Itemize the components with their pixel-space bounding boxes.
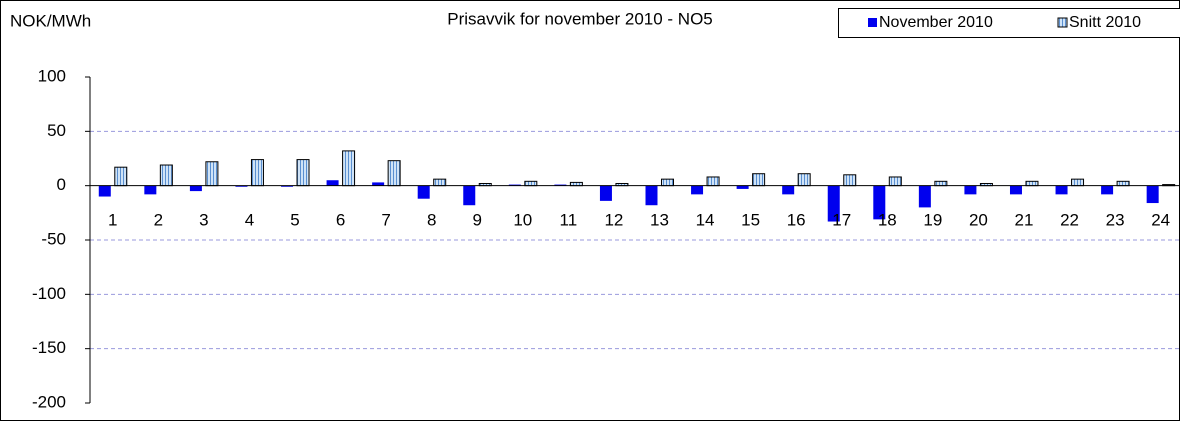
x-tick-label: 3 (199, 210, 208, 229)
bar (1055, 185, 1068, 195)
bar (873, 185, 886, 220)
x-tick-label: 9 (473, 210, 482, 229)
bar (326, 180, 339, 186)
x-tick-label: 5 (290, 210, 299, 229)
bar (98, 185, 111, 197)
bar (205, 161, 219, 187)
bar (417, 185, 430, 199)
x-tick-label: 6 (336, 210, 345, 229)
bar (524, 180, 538, 187)
y-tick-label: -100 (32, 284, 66, 303)
x-tick-label: 21 (1015, 210, 1034, 229)
y-tick-label: -200 (32, 392, 66, 411)
bar (661, 178, 674, 187)
x-tick-label: 20 (969, 210, 988, 229)
bar (964, 185, 977, 195)
x-tick-label: 15 (741, 210, 760, 229)
x-tick-label: 2 (154, 210, 163, 229)
y-tick-label: 50 (47, 121, 66, 140)
bar (1071, 178, 1085, 187)
legend-label: November 2010 (879, 14, 993, 31)
bar (114, 166, 128, 187)
y-tick-label: 0 (57, 175, 66, 194)
bar (827, 185, 840, 222)
bar (554, 184, 567, 186)
bar (797, 173, 811, 187)
bar (645, 185, 658, 206)
bar (372, 182, 385, 186)
x-tick-label: 12 (604, 210, 623, 229)
y-tick-label: -150 (32, 338, 66, 357)
x-tick-label: 19 (923, 210, 942, 229)
chart-title: Prisavvik for november 2010 - NO5 (447, 9, 713, 28)
x-tick-label: 14 (696, 210, 715, 229)
y-tick-label: -50 (41, 229, 66, 248)
x-tick-label: 24 (1151, 210, 1170, 229)
bar (1146, 185, 1159, 204)
y-axis-label: NOK/MWh (10, 11, 91, 30)
x-tick-label: 7 (381, 210, 390, 229)
x-tick-label: 8 (427, 210, 436, 229)
bar (250, 159, 264, 187)
bar (736, 185, 749, 189)
x-tick-label: 13 (650, 210, 669, 229)
x-tick-label: 1 (108, 210, 117, 229)
bar (159, 164, 173, 187)
bar (934, 180, 948, 187)
bar (342, 150, 356, 187)
bar (843, 174, 857, 187)
bar (1116, 180, 1130, 187)
bar (782, 185, 795, 195)
legend-swatch (1057, 17, 1068, 28)
x-tick-label: 23 (1106, 210, 1125, 229)
bar (189, 185, 202, 192)
x-tick-label: 4 (245, 210, 254, 229)
bar (1025, 180, 1039, 187)
legend-label: Snitt 2010 (1069, 14, 1141, 31)
bar (691, 185, 704, 195)
bar (706, 176, 720, 187)
bar (918, 185, 931, 208)
bar (888, 176, 902, 187)
bar (599, 185, 612, 201)
x-tick-label: 11 (560, 210, 578, 229)
x-tick-label: 17 (832, 210, 851, 229)
x-tick-label: 18 (878, 210, 897, 229)
x-tick-label: 10 (513, 210, 532, 229)
bar (463, 185, 476, 206)
bar (752, 173, 766, 187)
bar (144, 185, 157, 195)
bar (1101, 185, 1114, 195)
bar (235, 185, 248, 187)
bar (387, 160, 401, 187)
legend-swatch (868, 18, 877, 27)
bar (433, 178, 447, 187)
legend-box (838, 8, 1180, 38)
x-tick-label: 22 (1060, 210, 1079, 229)
x-tick-label: 16 (787, 210, 806, 229)
bar (1009, 185, 1022, 195)
bar (296, 159, 310, 187)
bar (281, 185, 294, 187)
y-tick-label: 100 (38, 66, 66, 85)
bar (508, 184, 521, 186)
